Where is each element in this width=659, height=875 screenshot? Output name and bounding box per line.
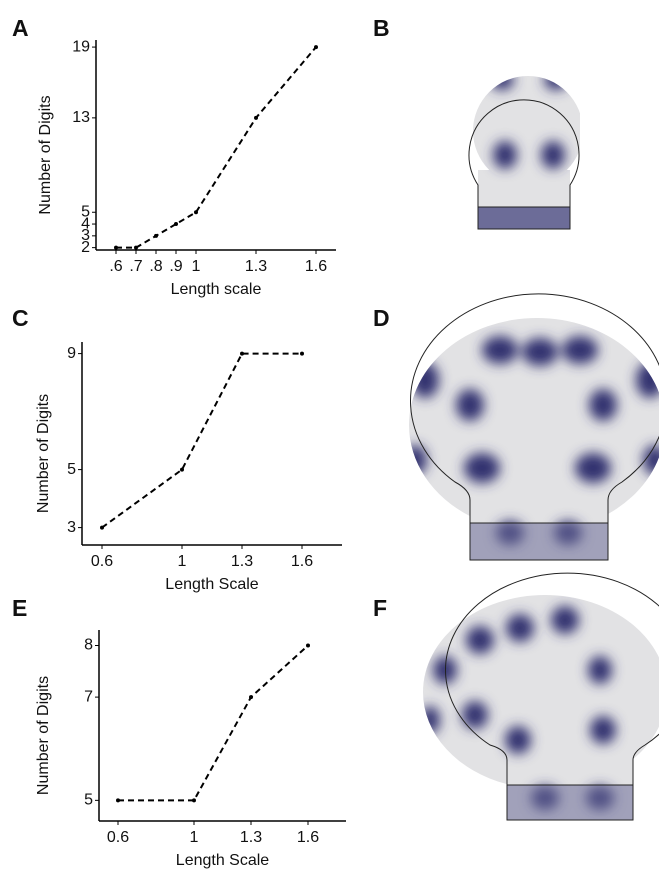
- data-point: [180, 467, 184, 472]
- data-point: [314, 45, 318, 50]
- simulation-d: [409, 293, 659, 561]
- x-tick-label: .9: [169, 258, 182, 275]
- x-tick-label: 1: [192, 258, 201, 275]
- data-point: [174, 222, 178, 227]
- data-point: [154, 233, 158, 238]
- x-tick-label: 1.6: [297, 829, 319, 846]
- data-point: [194, 210, 198, 215]
- panel-label: B: [373, 15, 390, 41]
- data-point: [134, 245, 138, 250]
- panel-label: A: [12, 15, 29, 41]
- y-tick-label: 7: [84, 688, 93, 705]
- y-axis-label: Number of Digits: [37, 95, 54, 214]
- y-axis-label: Number of Digits: [35, 394, 52, 513]
- y-tick-label: 9: [67, 345, 76, 362]
- x-tick-label: 0.6: [91, 553, 113, 570]
- y-tick-label: 19: [72, 38, 90, 55]
- simulation-f: [423, 572, 659, 821]
- x-tick-label: 1.3: [240, 829, 262, 846]
- data-point: [240, 351, 244, 356]
- panel-label: F: [373, 595, 387, 621]
- x-tick-label: .6: [109, 258, 122, 275]
- y-tick-label: 4: [81, 215, 90, 232]
- data-point: [254, 115, 258, 120]
- data-point: [249, 695, 253, 700]
- x-axis-label: Length scale: [171, 281, 262, 298]
- panel-label: E: [12, 595, 27, 621]
- x-tick-label: 1.3: [245, 258, 267, 275]
- y-tick-label: 13: [72, 109, 90, 126]
- x-tick-label: .8: [149, 258, 162, 275]
- y-tick-label: 3: [67, 519, 76, 536]
- y-tick-label: 5: [81, 203, 90, 220]
- data-point: [306, 643, 310, 648]
- data-point: [100, 525, 104, 530]
- x-axis-label: Length Scale: [176, 852, 270, 869]
- data-point: [192, 798, 196, 803]
- x-tick-label: .7: [129, 258, 142, 275]
- x-tick-label: 1.3: [231, 553, 253, 570]
- x-tick-label: 0.6: [107, 829, 129, 846]
- y-tick-label: 3: [81, 227, 90, 244]
- y-tick-label: 5: [67, 461, 76, 478]
- data-line: [118, 644, 309, 802]
- data-point: [116, 798, 120, 803]
- data-line: [101, 352, 302, 529]
- x-tick-label: 1: [178, 553, 187, 570]
- y-axis-label: Number of Digits: [35, 676, 52, 795]
- y-tick-label: 8: [84, 637, 93, 654]
- y-tick-label: 5: [84, 792, 93, 809]
- x-tick-label: 1: [190, 829, 199, 846]
- simulation-b: [468, 76, 580, 230]
- data-point: [300, 351, 304, 356]
- data-point: [114, 245, 118, 250]
- panel-label: D: [373, 305, 390, 331]
- data-line: [116, 46, 317, 249]
- y-tick-label: 2: [81, 239, 90, 256]
- x-tick-label: 1.6: [291, 553, 313, 570]
- panel-label: C: [12, 305, 29, 331]
- x-tick-label: 1.6: [305, 258, 327, 275]
- x-axis-label: Length Scale: [165, 576, 259, 593]
